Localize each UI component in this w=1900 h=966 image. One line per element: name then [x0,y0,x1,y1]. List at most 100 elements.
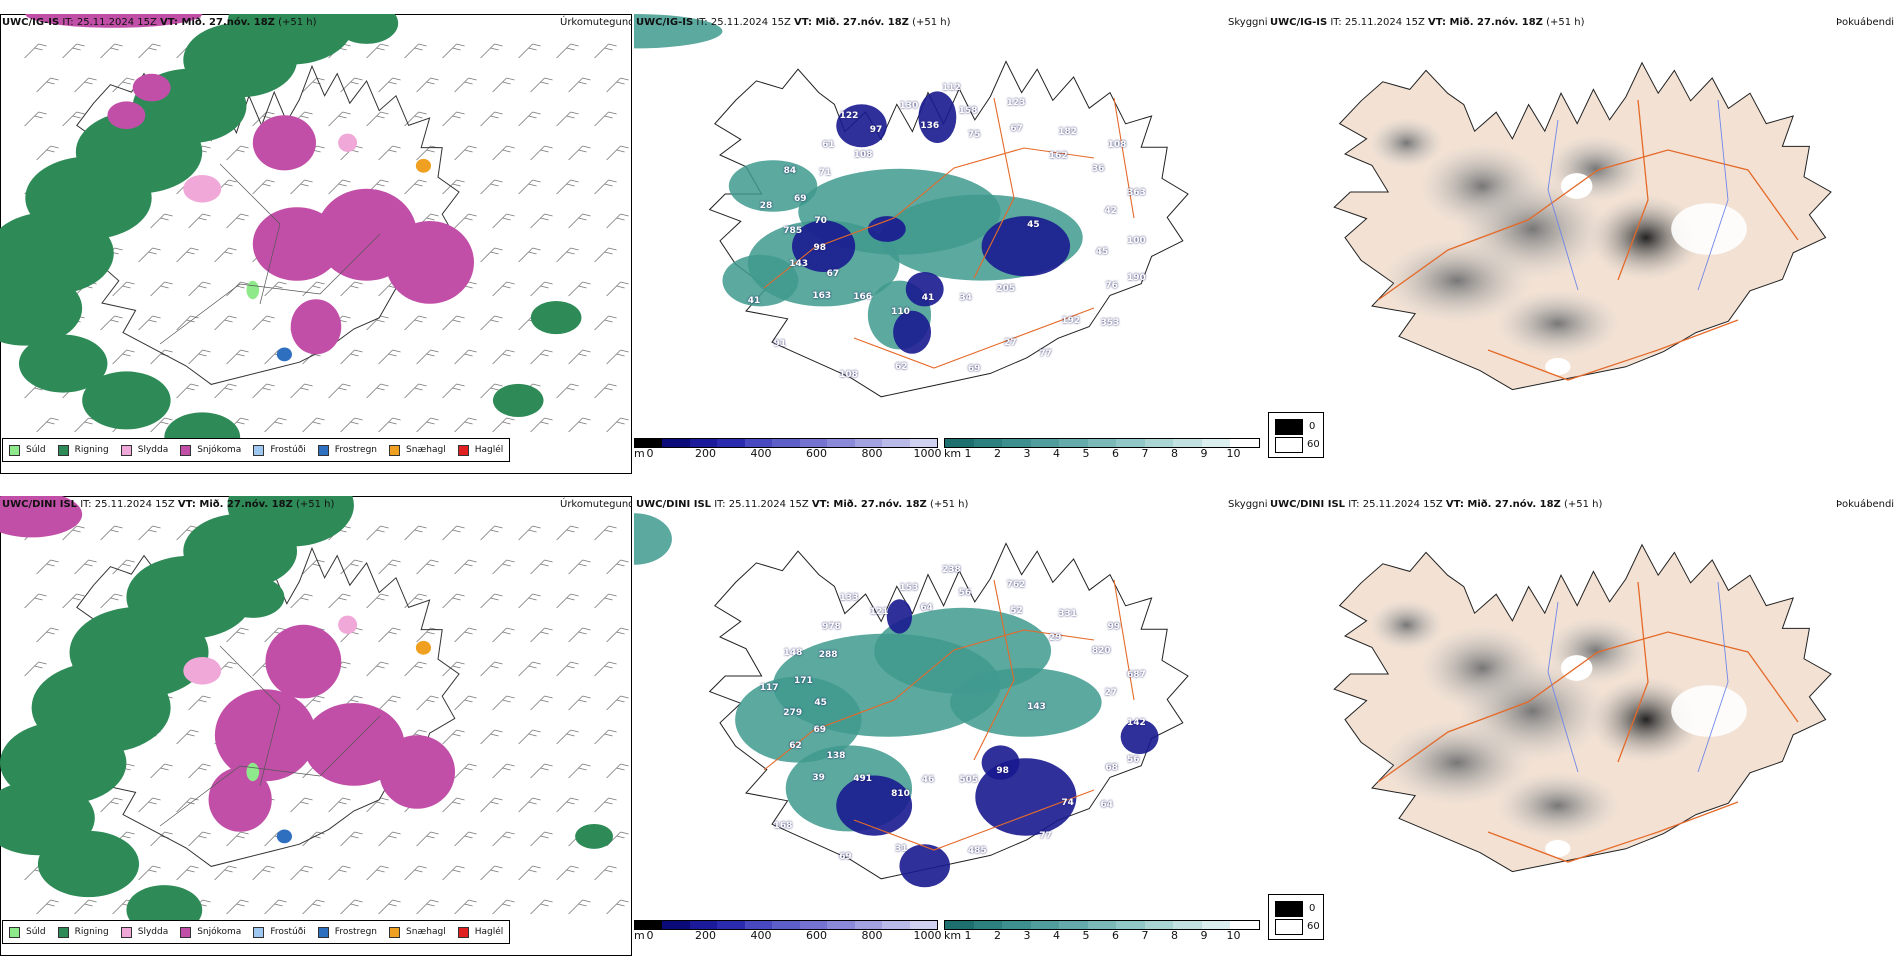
height-tick-label: 0 [646,929,654,942]
height-tick-label: 0 [646,447,654,460]
fog-map [1333,543,1832,873]
initial-time: IT: 25.11.2024 15Z [1327,17,1429,28]
precip-panel-2: Súld Rigning Slydda Snjókoma Frostúði Frostre… [0,496,632,966]
legend-label: Slydda [137,445,169,455]
legend-swatch [180,926,192,938]
visibility-tick-label: 3 [1023,447,1031,460]
legend-swatch [317,926,329,938]
visibility-value-label: 158 [958,106,978,117]
legend-label: Frostúði [270,927,306,937]
visibility-value-label: 143 [1027,702,1046,713]
visibility-colorbar: 1 2 3 4 5 6 7 8 9 10 km [944,438,1260,460]
legend-label: Frostúði [270,445,306,455]
height-tick-label: 400 [750,447,772,460]
visibility-value-label: 56 [1126,755,1140,766]
model-name: UWC/IG-IS [1270,17,1328,28]
fog-index-legend: 0 60 [1268,412,1324,458]
visibility-value-label: 153 [899,583,919,594]
legend-item: Haglél [457,444,503,456]
legend-label: Rigning [74,445,109,455]
legend-item: Slydda [120,926,168,938]
visibility-value-label: 41 [747,296,761,307]
visibility-tick-label: 1 [964,447,972,460]
fog-legend-high: 60 [1307,921,1320,932]
height-colorbar-ticks: 0 200 400 600 800 1000 [634,447,942,460]
visibility-value-label: 27 [1104,688,1117,699]
visibility-value-label: 64 [1100,800,1114,811]
height-tick-label: 800 [861,447,883,460]
visibility-tick-label: 6 [1112,929,1119,942]
panel-title: UWC/DINI ISL IT: 25.11.2024 15Z VT: Mið.… [636,499,968,510]
fog-map [1333,61,1832,391]
valid-time-value: Mið. 27.nóv. 18Z [1463,499,1561,510]
lead-time: (+51 h) [926,499,969,510]
height-tick-label: 600 [806,929,827,942]
panel-title: UWC/DINI ISL IT: 25.11.2024 15Z VT: Mið.… [2,499,334,510]
visibility-value-label: 166 [853,291,873,302]
legend-swatch [317,444,329,456]
visibility-value-label: 75 [967,129,981,140]
visibility-value-label: 99 [1107,622,1121,633]
lead-time: (+51 h) [1560,499,1603,510]
legend-item: Snæhagl [389,444,446,456]
visibility-value-label: 130 [899,101,919,112]
valid-time-value: Mið. 27.nóv. 18Z [1446,17,1543,28]
model-name: UWC/DINI ISL [636,499,712,510]
legend-label: Snjókoma [197,927,242,937]
visibility-value-label: 64 [920,603,933,614]
fog-swatch-white [1275,919,1303,935]
legend-item: Haglél [457,926,503,938]
visibility-colorbar-swatches [944,438,1260,448]
legend-item: Snjókoma [180,444,241,456]
visibility-value-label: 45 [1027,220,1040,231]
height-tick-label: 200 [695,447,716,460]
parameter-name: Skyggni [1228,17,1268,28]
initial-time: IT: 25.11.2024 15Z [711,499,812,510]
valid-time-label: VT: [177,499,196,510]
lead-time: (+51 h) [292,499,335,510]
height-unit: m [634,447,645,460]
visibility-value-label: 143 [789,259,809,270]
parameter-name: Þokuábendi [1836,17,1895,28]
visibility-value-label: 36 [1091,164,1105,175]
visibility-value-label: 56 [958,588,972,599]
valid-time-label: VT: [794,17,813,28]
legend-label: Súld [26,927,46,937]
height-colorbar-ticks: 0 200 400 600 800 1000 [634,929,942,942]
visibility-value-label: 108 [1107,140,1127,151]
legend-swatch [389,444,401,456]
model-name: UWC/DINI ISL [1270,499,1346,510]
visibility-value-label: 41 [921,292,935,303]
visibility-value-label: 138 [826,750,846,761]
visibility-value-label: 77 [1039,831,1052,842]
fog-swatch-black [1275,901,1303,917]
height-tick-label: 1000 [913,447,942,460]
visibility-value-label: 353 [1100,318,1120,329]
visibility-value-label: 69 [813,724,827,735]
precip-type-legend: Súld Rigning Slydda Snjókoma Frostúði Frostre… [2,438,511,462]
visibility-unit: km [944,447,962,460]
vis-panel-2: 143 39 238 98 117 99 810 133 56 62 762 505 148 687 491… [634,496,1324,966]
visibility-value-label: 288 [818,650,838,661]
height-colorbar-swatches [634,438,938,448]
panel-title: UWC/IG-IS IT: 25.11.2024 15Z VT: Mið. 27… [2,17,317,28]
legend-item: Snjókoma [180,926,242,938]
visibility-value-label: 238 [942,565,961,576]
height-colorbar: 0 200 400 600 800 1000 m [634,920,942,942]
visibility-value-label: 279 [783,707,803,718]
height-colorbar-swatches [634,920,938,930]
visibility-value-label: 98 [996,765,1009,776]
height-unit: m [634,929,645,942]
legend-label: Snæhagl [406,927,446,937]
parameter-name: Úrkomutegund [560,17,632,28]
legend-swatch [457,444,469,456]
visibility-value-label: 69 [793,194,807,205]
visibility-value-label: 27 [1004,338,1017,349]
visibility-value-label: 39 [812,772,825,783]
visibility-value-label: 108 [853,150,873,161]
fog-panel-2: UWC/DINI ISL IT: 25.11.2024 15Z VT: Mið.… [1268,496,1898,966]
parameter-name: Úrkomutegund [560,499,632,510]
legend-label: Súld [26,445,46,455]
legend-item: Frostregn [317,926,377,938]
fog-legend-low: 0 [1309,421,1316,432]
